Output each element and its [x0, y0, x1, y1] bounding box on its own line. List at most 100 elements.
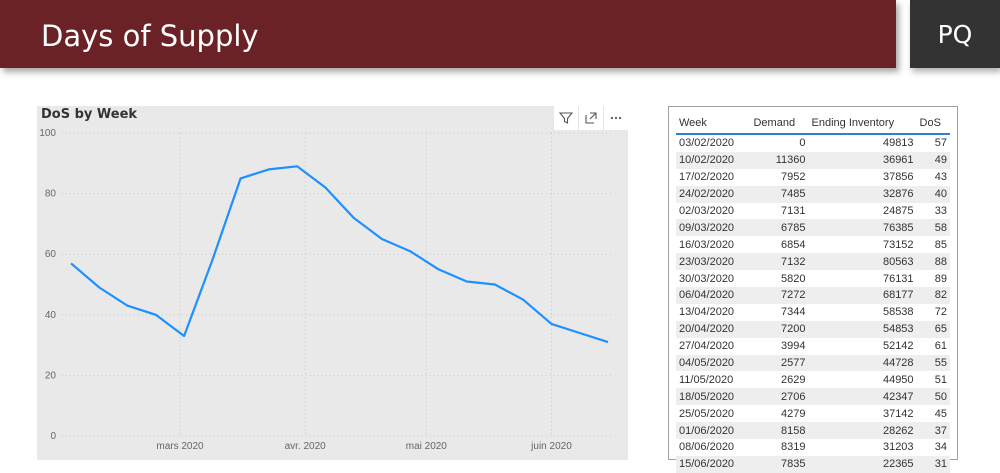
table-cell: 49813 — [808, 134, 917, 152]
table-cell: 7200 — [750, 320, 809, 338]
table-cell: 44950 — [808, 371, 917, 389]
table-cell: 7131 — [750, 202, 809, 220]
page-title: Days of Supply — [41, 19, 259, 53]
table-cell: 6854 — [750, 236, 809, 254]
table-cell: 13/04/2020 — [676, 303, 751, 321]
table-cell: 7485 — [750, 185, 809, 203]
table-cell: 24875 — [808, 202, 917, 220]
table-row[interactable]: 24/02/2020 7485 32876 40 — [676, 185, 950, 203]
table-cell: 2577 — [750, 354, 809, 372]
table-cell: 45 — [916, 405, 950, 423]
table-row[interactable]: 23/03/2020 7132 80563 88 — [676, 253, 950, 271]
table-cell: 0 — [750, 134, 809, 152]
dos-chart-visual[interactable]: 0 20 40 60 80 100 mars 2020 avr. 2020 mai 2020 ju… — [37, 106, 628, 460]
table-cell: 3994 — [750, 337, 809, 355]
table-row[interactable]: 16/03/2020 6854 73152 85 — [676, 236, 950, 254]
table-header-row: Week Demand Ending Inventory DoS — [676, 112, 950, 135]
table-cell: 7132 — [750, 253, 809, 271]
table-row[interactable]: 01/06/2020 8158 28262 37 — [676, 422, 950, 440]
table-cell: 37856 — [808, 168, 917, 186]
table-cell: 49 — [916, 151, 950, 169]
table-cell: 5820 — [750, 270, 809, 288]
table-cell: 24/02/2020 — [676, 185, 751, 203]
table-cell: 52142 — [808, 337, 917, 355]
table-cell: 7272 — [750, 287, 809, 304]
table-cell: 8319 — [750, 439, 809, 456]
column-header-ending-inventory[interactable]: Ending Inventory — [808, 112, 917, 135]
table-row[interactable]: 15/06/2020 7835 22365 31 — [676, 455, 950, 473]
y-tick-label: 60 — [45, 249, 57, 260]
table-cell: 51 — [916, 371, 950, 389]
table-row[interactable]: 18/05/2020 2706 42347 50 — [676, 388, 950, 406]
x-tick-label: mars 2020 — [156, 441, 204, 452]
table-cell: 42347 — [808, 388, 917, 406]
table-cell: 85 — [916, 236, 950, 254]
table-row[interactable]: 04/05/2020 2577 44728 55 — [676, 354, 950, 372]
column-header-dos[interactable]: DoS — [916, 112, 950, 135]
table-cell: 15/06/2020 — [676, 455, 751, 473]
table-row[interactable]: 09/03/2020 6785 76385 58 — [676, 219, 950, 237]
dos-table-visual[interactable]: Week Demand Ending Inventory DoS 03/02/2… — [668, 106, 958, 473]
table-cell: 57 — [916, 134, 950, 152]
table-cell: 33 — [916, 202, 950, 220]
x-tick-label: juin 2020 — [530, 441, 572, 452]
table-row[interactable]: 25/05/2020 4279 37142 45 — [676, 405, 950, 423]
y-tick-label: 80 — [45, 189, 57, 200]
table-cell: 20/04/2020 — [676, 320, 751, 338]
table-cell: 76385 — [808, 219, 917, 237]
table-cell: 16/03/2020 — [676, 236, 751, 254]
table-cell: 10/02/2020 — [676, 151, 751, 169]
y-tick-label: 40 — [45, 310, 57, 321]
y-tick-label: 0 — [50, 431, 56, 442]
more-options-icon[interactable] — [603, 106, 628, 130]
table-row[interactable]: 30/03/2020 5820 76131 89 — [676, 270, 950, 288]
table-cell: 55 — [916, 354, 950, 372]
table-cell: 03/02/2020 — [676, 134, 751, 152]
dos-series-line — [70, 165, 609, 344]
table-cell: 17/02/2020 — [676, 168, 751, 186]
table-row[interactable]: 17/02/2020 7952 37856 43 — [676, 168, 950, 186]
table-cell: 22365 — [808, 455, 917, 473]
table-row[interactable]: 13/04/2020 7344 58538 72 — [676, 303, 950, 321]
table-cell: 7835 — [750, 455, 809, 473]
table-cell: 80563 — [808, 253, 917, 271]
column-header-demand[interactable]: Demand — [750, 112, 809, 135]
pq-badge[interactable]: PQ — [910, 0, 1000, 68]
table-cell: 34 — [916, 439, 950, 456]
table-cell: 11360 — [750, 151, 809, 169]
table-row[interactable]: 08/06/2020 8319 31203 34 — [676, 439, 950, 456]
table-cell: 58538 — [808, 303, 917, 321]
table-row[interactable]: 02/03/2020 7131 24875 33 — [676, 202, 950, 220]
table-row[interactable]: 27/04/2020 3994 52142 61 — [676, 337, 950, 355]
table-cell: 7952 — [750, 168, 809, 186]
table-row[interactable]: 03/02/2020 0 49813 57 — [676, 134, 950, 152]
table-row[interactable]: 11/05/2020 2629 44950 51 — [676, 371, 950, 389]
header-bar: Days of Supply — [0, 0, 896, 68]
table-cell: 89 — [916, 270, 950, 288]
filter-icon[interactable] — [553, 106, 578, 130]
table-cell: 2706 — [750, 388, 809, 406]
y-tick-label: 20 — [45, 370, 57, 381]
table-cell: 37142 — [808, 405, 917, 423]
table-cell: 73152 — [808, 236, 917, 254]
column-header-week[interactable]: Week — [676, 112, 751, 135]
focus-mode-icon[interactable] — [578, 106, 603, 130]
table-row[interactable]: 10/02/2020 11360 36961 49 — [676, 151, 950, 169]
dos-table: Week Demand Ending Inventory DoS 03/02/2… — [676, 112, 950, 473]
table-cell: 04/05/2020 — [676, 354, 751, 372]
table-cell: 27/04/2020 — [676, 337, 751, 355]
table-cell: 06/04/2020 — [676, 287, 751, 304]
chart-title: DoS by Week — [41, 107, 138, 122]
table-cell: 18/05/2020 — [676, 388, 751, 406]
table-cell: 25/05/2020 — [676, 405, 751, 423]
table-cell: 82 — [916, 287, 950, 304]
table-cell: 68177 — [808, 287, 917, 304]
table-cell: 37 — [916, 422, 950, 440]
table-cell: 40 — [916, 185, 950, 203]
table-cell: 58 — [916, 219, 950, 237]
table-cell: 32876 — [808, 185, 917, 203]
table-row[interactable]: 20/04/2020 7200 54853 65 — [676, 320, 950, 338]
table-cell: 4279 — [750, 405, 809, 423]
table-cell: 7344 — [750, 303, 809, 321]
table-row[interactable]: 06/04/2020 7272 68177 82 — [676, 287, 950, 304]
